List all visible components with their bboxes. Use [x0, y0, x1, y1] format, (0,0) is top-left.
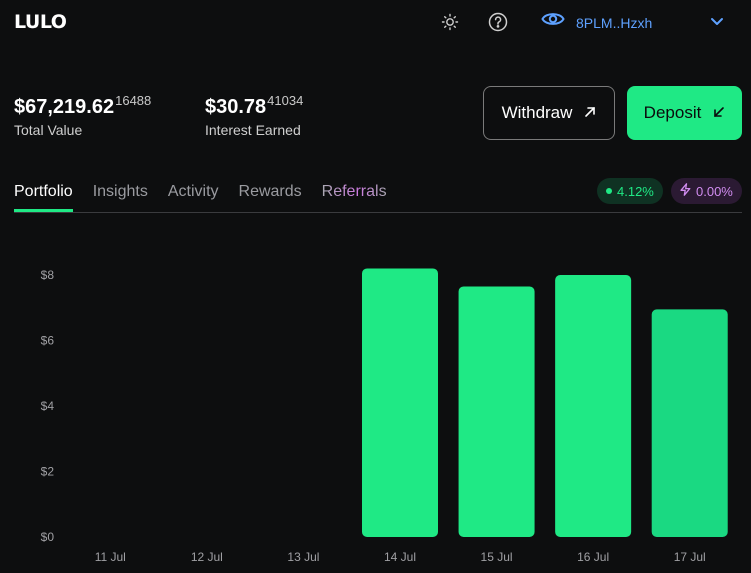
x-tick-label: 14 Jul [384, 550, 416, 564]
chart-bar[interactable] [651, 309, 728, 537]
chart-bar[interactable] [362, 268, 438, 537]
question-circle-icon[interactable] [487, 11, 509, 33]
chart-bar[interactable] [555, 275, 632, 537]
tab-insights[interactable]: Insights [92, 183, 148, 200]
x-tick-label: 11 Jul [95, 550, 126, 564]
withdraw-label: Withdraw [501, 103, 573, 122]
sun-icon[interactable] [439, 11, 461, 33]
wallet-address: 8PLM..Hzxh [576, 14, 653, 31]
tab-divider [14, 212, 742, 213]
total-value-label: Total Value [14, 122, 83, 138]
deposit-label: Deposit [643, 103, 702, 122]
y-tick-label: $2 [41, 465, 55, 479]
apy-badge: 4.12% [597, 178, 663, 204]
logo: LULO [14, 11, 67, 33]
arrow-down-left-icon [713, 103, 725, 123]
interest-earned-value: $30.7841034 [205, 93, 304, 118]
total-value-decimals: 16488 [115, 93, 152, 108]
y-tick-label: $6 [41, 334, 55, 348]
x-tick-label: 13 Jul [287, 550, 319, 564]
x-tick-label: 16 Jul [577, 550, 609, 564]
tab-rewards[interactable]: Rewards [238, 183, 302, 200]
arrow-up-right-icon [584, 103, 596, 123]
tab-portfolio[interactable]: Portfolio [14, 182, 73, 212]
interest-earned-decimals: 41034 [267, 93, 304, 108]
wallet-selector[interactable]: 8PLM..Hzxh [541, 10, 652, 35]
status-dot-icon [606, 188, 612, 194]
tab-referrals[interactable]: Referrals [322, 182, 387, 212]
apy-value: 4.12% [617, 183, 654, 199]
x-tick-label: 17 Jul [674, 550, 706, 564]
tab-activity[interactable]: Activity [167, 183, 219, 200]
chart-bar[interactable] [458, 286, 535, 537]
interest-earned-label: Interest Earned [205, 122, 301, 138]
y-tick-label: $0 [41, 530, 55, 544]
eye-icon [541, 10, 565, 35]
withdraw-button[interactable]: Withdraw [483, 86, 615, 140]
x-tick-label: 15 Jul [481, 550, 513, 564]
portfolio-bar-chart: $0 $2 $4 $6 $8 11 Jul 12 Jul 13 Jul 14 Jul 15 Jul… [41, 268, 728, 564]
tab-bar: Portfolio Insights Activity Rewards Refe… [14, 182, 387, 212]
boost-badge: 0.00% [671, 178, 742, 204]
lightning-icon [680, 183, 691, 199]
total-value: $67,219.6216488 [14, 93, 152, 118]
y-tick-label: $4 [41, 399, 55, 413]
x-tick-label: 12 Jul [191, 550, 223, 564]
deposit-button[interactable]: Deposit [627, 86, 742, 140]
y-tick-label: $8 [41, 268, 55, 282]
chevron-down-icon[interactable] [707, 11, 727, 36]
boost-value: 0.00% [696, 183, 733, 199]
